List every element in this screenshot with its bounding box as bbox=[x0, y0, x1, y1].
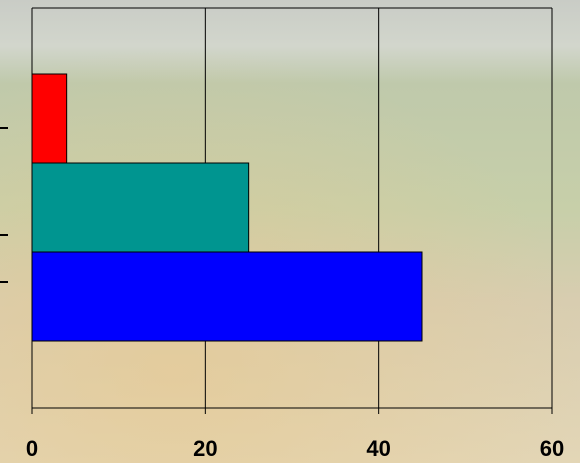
x-tick-label: 60 bbox=[540, 436, 564, 461]
bar bbox=[32, 74, 67, 163]
x-tick-label: 0 bbox=[26, 436, 38, 461]
bar bbox=[32, 163, 249, 252]
bar bbox=[32, 252, 422, 341]
chart: 0 20 40 60 bbox=[0, 0, 580, 463]
x-tick-label: 40 bbox=[366, 436, 390, 461]
x-tick-label: 20 bbox=[193, 436, 217, 461]
